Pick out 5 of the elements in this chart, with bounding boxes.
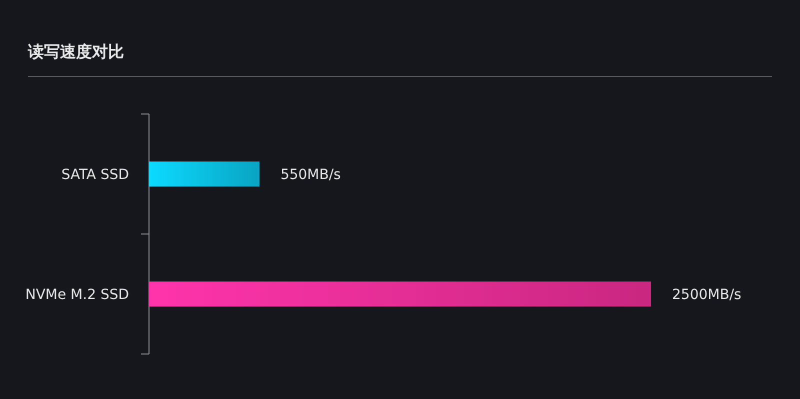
y-tick-label: SATA SSD — [61, 166, 129, 183]
data-label: 550MB/s — [280, 166, 341, 183]
data-label: 2500MB/s — [672, 286, 742, 303]
chart-title: 读写速度对比 — [27, 42, 124, 61]
y-tick-label: NVMe M.2 SSD — [25, 286, 129, 303]
